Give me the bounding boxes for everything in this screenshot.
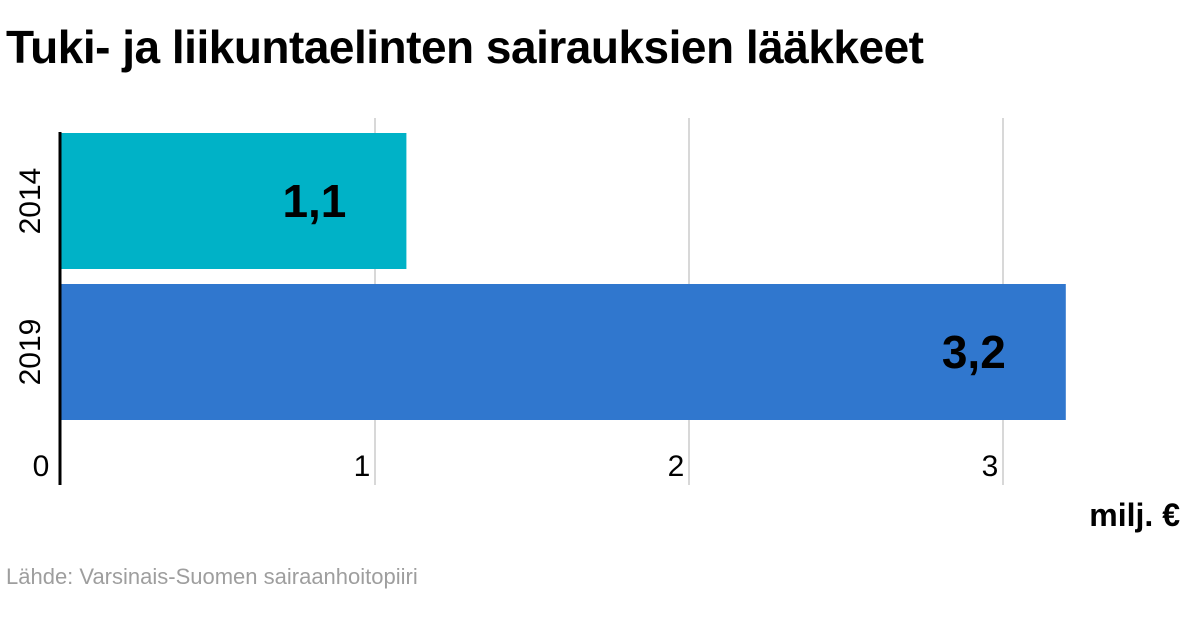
bars [61, 133, 1066, 420]
bar-2014 [61, 133, 407, 269]
bar-2019 [61, 284, 1066, 420]
tick-labels: 0 1 2 3 [33, 450, 999, 483]
tick-label: 0 [33, 450, 50, 483]
tick-label: 1 [354, 450, 371, 483]
data-label-2014: 1,1 [282, 175, 346, 227]
category-label-2019: 2019 [14, 319, 47, 386]
tick-label: 3 [982, 450, 999, 483]
data-label-2019: 3,2 [942, 326, 1006, 378]
category-labels: 2014 2019 [14, 168, 47, 386]
x-axis-unit: milj. € [1089, 497, 1180, 533]
chart-title: Tuki- ja liikuntaelinten sairauksien lää… [6, 21, 924, 73]
data-labels: 1,1 3,2 [282, 175, 1005, 378]
category-label-2014: 2014 [14, 168, 47, 235]
tick-label: 2 [668, 450, 685, 483]
source-note: Lähde: Varsinais-Suomen sairaanhoitopiir… [6, 564, 418, 589]
